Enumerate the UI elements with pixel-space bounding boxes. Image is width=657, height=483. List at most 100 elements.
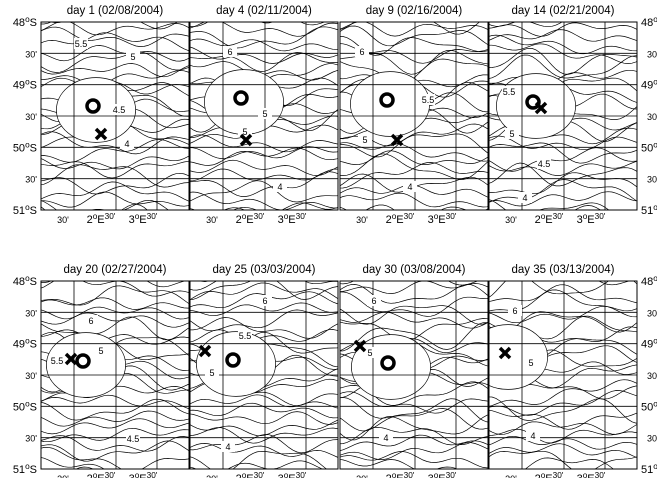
axis-label: 30' — [57, 215, 69, 225]
label-part: E — [396, 473, 403, 478]
label-part: S — [30, 276, 37, 288]
label-part: o — [25, 336, 30, 345]
label-part: 2 — [535, 214, 541, 226]
label-part: 30' — [147, 212, 158, 221]
contour-line — [190, 411, 338, 425]
contour-line — [41, 155, 189, 170]
contour-label: 6 — [371, 296, 376, 306]
label-part: 2 — [236, 214, 242, 226]
label-part: o — [653, 399, 657, 408]
axis-label: 3oE30' — [278, 212, 307, 227]
label-bg — [205, 367, 219, 378]
axis-label: 3oE30' — [129, 471, 158, 479]
axis-label: 30' — [647, 49, 657, 59]
label-part: o — [653, 77, 657, 86]
contour-line — [190, 317, 338, 339]
axis-label: 30' — [25, 112, 37, 122]
contour-line — [340, 391, 488, 414]
contour-line — [190, 402, 338, 419]
contour-line — [41, 297, 189, 310]
contour-label: 4 — [383, 433, 388, 443]
contour-label: 5 — [367, 348, 372, 358]
contour-label: 5 — [528, 358, 533, 368]
label-bg — [84, 315, 98, 326]
label-bg — [403, 181, 417, 192]
contours — [41, 281, 189, 469]
contour-line — [340, 150, 488, 165]
label-part: 49 — [13, 80, 25, 92]
panel-title: day 4 (02/11/2004) — [216, 5, 312, 17]
contour-line — [41, 312, 189, 328]
contour-line — [489, 54, 637, 79]
contour-line — [598, 281, 637, 286]
contour-line — [190, 159, 338, 176]
label-part: 49 — [641, 339, 653, 351]
label-part: 50 — [641, 142, 653, 154]
axis-label: 51oS — [13, 203, 37, 218]
contour-line — [41, 63, 189, 78]
contour-line — [340, 408, 488, 432]
contour-line — [340, 414, 488, 441]
contour-line — [489, 281, 637, 298]
contour-line — [41, 181, 189, 202]
contour-line — [489, 443, 637, 458]
label-part: 30' — [553, 212, 564, 221]
label-part: o — [242, 212, 247, 221]
label-part: 30' — [647, 434, 657, 444]
axis-label: 51oS — [13, 462, 37, 477]
label-bg — [74, 38, 88, 49]
label-part: 30' — [553, 471, 564, 479]
label-bg — [421, 94, 435, 105]
label-part: E — [97, 473, 104, 478]
contour-line — [340, 305, 488, 325]
label-part: 30' — [25, 112, 37, 122]
label-part: 50 — [641, 401, 653, 413]
panel-frame — [189, 280, 339, 470]
contour-line — [489, 435, 637, 450]
axis-label: 50oS — [641, 140, 657, 155]
label-bg — [502, 86, 516, 97]
contour-line — [489, 428, 637, 444]
label-part: E — [246, 473, 253, 478]
axis-label: 3oE30' — [577, 471, 606, 479]
label-part: 30' — [25, 308, 37, 318]
axis-label: 30' — [25, 308, 37, 318]
label-part: E — [587, 473, 594, 478]
label-part: o — [135, 471, 140, 479]
label-part: o — [541, 471, 546, 479]
axis-label: 51oS — [641, 203, 657, 218]
axis-label: 30' — [25, 49, 37, 59]
contour-line — [41, 394, 189, 410]
axis-label: 30' — [206, 215, 218, 225]
contour-line — [340, 22, 481, 35]
contour-label: 4.5 — [113, 105, 126, 115]
label-part: 51 — [641, 464, 653, 476]
eddy-center — [75, 353, 91, 369]
label-part: 30' — [446, 212, 457, 221]
axis-label: 2oE30' — [236, 471, 265, 479]
contour-line — [41, 329, 189, 345]
axis-label: 30' — [647, 112, 657, 122]
contour-line — [489, 34, 637, 55]
contour-line — [489, 191, 637, 207]
label-part: 51 — [13, 205, 25, 217]
label-bg — [112, 104, 126, 115]
label-part: 49 — [13, 339, 25, 351]
label-part: 30' — [105, 471, 116, 479]
contour-line — [190, 134, 338, 153]
contour-line — [340, 153, 488, 180]
label-part: E — [587, 214, 594, 226]
axis-label: 30' — [647, 434, 657, 444]
label-part: 30' — [404, 212, 415, 221]
label-part: 3 — [577, 214, 583, 226]
label-part: o — [541, 212, 546, 221]
contour-line — [41, 285, 189, 306]
label-part: 30' — [25, 175, 37, 185]
panel-title: day 30 (03/08/2004) — [363, 264, 466, 276]
contour-line — [190, 202, 338, 210]
panel-frame — [339, 21, 489, 211]
contour-line — [340, 451, 488, 469]
axis-label: 30' — [25, 434, 37, 444]
panel-title: day 25 (03/03/2004) — [213, 264, 316, 276]
label-part: 30' — [296, 471, 307, 479]
